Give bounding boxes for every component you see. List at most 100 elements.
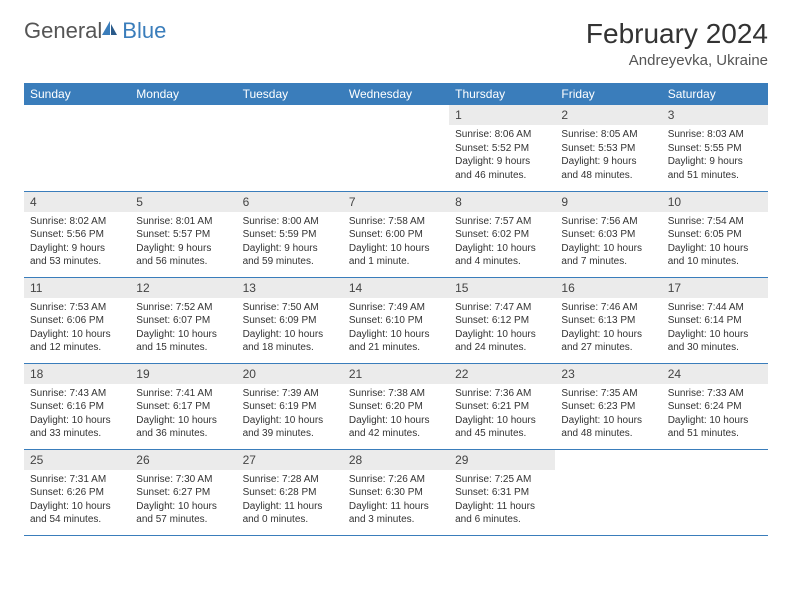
sunset-line: Sunset: 5:57 PM	[136, 228, 230, 242]
daylight-line: Daylight: 10 hours and 36 minutes.	[136, 414, 230, 441]
weekday-header: Saturday	[662, 83, 768, 105]
daylight-line: Daylight: 9 hours and 53 minutes.	[30, 242, 124, 269]
sunrise-line: Sunrise: 7:30 AM	[136, 473, 230, 487]
day-cell: 18Sunrise: 7:43 AMSunset: 6:16 PMDayligh…	[24, 363, 130, 449]
day-cell: 28Sunrise: 7:26 AMSunset: 6:30 PMDayligh…	[343, 449, 449, 535]
daylight-line: Daylight: 10 hours and 10 minutes.	[668, 242, 762, 269]
day-number: 1	[449, 105, 555, 125]
day-cell: 5Sunrise: 8:01 AMSunset: 5:57 PMDaylight…	[130, 191, 236, 277]
month-title: February 2024	[586, 18, 768, 50]
day-details: Sunrise: 8:02 AMSunset: 5:56 PMDaylight:…	[24, 212, 130, 275]
sunrise-line: Sunrise: 7:28 AM	[243, 473, 337, 487]
day-cell: 8Sunrise: 7:57 AMSunset: 6:02 PMDaylight…	[449, 191, 555, 277]
sunrise-line: Sunrise: 7:56 AM	[561, 215, 655, 229]
daylight-line: Daylight: 10 hours and 48 minutes.	[561, 414, 655, 441]
sunset-line: Sunset: 6:05 PM	[668, 228, 762, 242]
day-cell: 6Sunrise: 8:00 AMSunset: 5:59 PMDaylight…	[237, 191, 343, 277]
daylight-line: Daylight: 10 hours and 21 minutes.	[349, 328, 443, 355]
daylight-line: Daylight: 9 hours and 48 minutes.	[561, 155, 655, 182]
empty-cell	[237, 105, 343, 191]
sunrise-line: Sunrise: 7:44 AM	[668, 301, 762, 315]
sunset-line: Sunset: 5:53 PM	[561, 142, 655, 156]
daylight-line: Daylight: 11 hours and 0 minutes.	[243, 500, 337, 527]
brand-text-2: Blue	[122, 18, 166, 44]
day-cell: 27Sunrise: 7:28 AMSunset: 6:28 PMDayligh…	[237, 449, 343, 535]
empty-cell	[24, 105, 130, 191]
day-cell: 12Sunrise: 7:52 AMSunset: 6:07 PMDayligh…	[130, 277, 236, 363]
day-cell: 24Sunrise: 7:33 AMSunset: 6:24 PMDayligh…	[662, 363, 768, 449]
sunrise-line: Sunrise: 7:49 AM	[349, 301, 443, 315]
daylight-line: Daylight: 10 hours and 51 minutes.	[668, 414, 762, 441]
daylight-line: Daylight: 11 hours and 3 minutes.	[349, 500, 443, 527]
empty-cell	[662, 449, 768, 535]
day-number: 16	[555, 278, 661, 298]
day-cell: 1Sunrise: 8:06 AMSunset: 5:52 PMDaylight…	[449, 105, 555, 191]
day-number: 21	[343, 364, 449, 384]
day-number: 8	[449, 192, 555, 212]
sunset-line: Sunset: 6:20 PM	[349, 400, 443, 414]
weekday-header: Thursday	[449, 83, 555, 105]
day-details: Sunrise: 7:26 AMSunset: 6:30 PMDaylight:…	[343, 470, 449, 533]
sail-icon	[100, 19, 120, 37]
sunrise-line: Sunrise: 7:36 AM	[455, 387, 549, 401]
day-details: Sunrise: 8:03 AMSunset: 5:55 PMDaylight:…	[662, 125, 768, 188]
sunset-line: Sunset: 6:19 PM	[243, 400, 337, 414]
sunrise-line: Sunrise: 7:57 AM	[455, 215, 549, 229]
sunset-line: Sunset: 6:17 PM	[136, 400, 230, 414]
weekday-row: SundayMondayTuesdayWednesdayThursdayFrid…	[24, 83, 768, 105]
daylight-line: Daylight: 10 hours and 33 minutes.	[30, 414, 124, 441]
daylight-line: Daylight: 10 hours and 12 minutes.	[30, 328, 124, 355]
day-number: 2	[555, 105, 661, 125]
daylight-line: Daylight: 10 hours and 7 minutes.	[561, 242, 655, 269]
day-cell: 17Sunrise: 7:44 AMSunset: 6:14 PMDayligh…	[662, 277, 768, 363]
day-number: 27	[237, 450, 343, 470]
day-number: 28	[343, 450, 449, 470]
sunset-line: Sunset: 5:59 PM	[243, 228, 337, 242]
day-cell: 22Sunrise: 7:36 AMSunset: 6:21 PMDayligh…	[449, 363, 555, 449]
day-number: 3	[662, 105, 768, 125]
weekday-header: Monday	[130, 83, 236, 105]
day-details: Sunrise: 7:38 AMSunset: 6:20 PMDaylight:…	[343, 384, 449, 447]
daylight-line: Daylight: 10 hours and 24 minutes.	[455, 328, 549, 355]
sunset-line: Sunset: 6:06 PM	[30, 314, 124, 328]
daylight-line: Daylight: 9 hours and 51 minutes.	[668, 155, 762, 182]
day-details: Sunrise: 7:46 AMSunset: 6:13 PMDaylight:…	[555, 298, 661, 361]
sunrise-line: Sunrise: 7:43 AM	[30, 387, 124, 401]
title-block: February 2024 Andreyevka, Ukraine	[586, 18, 768, 69]
day-cell: 19Sunrise: 7:41 AMSunset: 6:17 PMDayligh…	[130, 363, 236, 449]
day-details: Sunrise: 7:28 AMSunset: 6:28 PMDaylight:…	[237, 470, 343, 533]
weekday-header: Friday	[555, 83, 661, 105]
day-cell: 23Sunrise: 7:35 AMSunset: 6:23 PMDayligh…	[555, 363, 661, 449]
day-details: Sunrise: 7:57 AMSunset: 6:02 PMDaylight:…	[449, 212, 555, 275]
daylight-line: Daylight: 10 hours and 18 minutes.	[243, 328, 337, 355]
sunset-line: Sunset: 6:23 PM	[561, 400, 655, 414]
day-cell: 29Sunrise: 7:25 AMSunset: 6:31 PMDayligh…	[449, 449, 555, 535]
daylight-line: Daylight: 10 hours and 42 minutes.	[349, 414, 443, 441]
day-details: Sunrise: 8:01 AMSunset: 5:57 PMDaylight:…	[130, 212, 236, 275]
sunrise-line: Sunrise: 8:00 AM	[243, 215, 337, 229]
day-number: 7	[343, 192, 449, 212]
day-cell: 4Sunrise: 8:02 AMSunset: 5:56 PMDaylight…	[24, 191, 130, 277]
day-cell: 25Sunrise: 7:31 AMSunset: 6:26 PMDayligh…	[24, 449, 130, 535]
calendar-row: 4Sunrise: 8:02 AMSunset: 5:56 PMDaylight…	[24, 191, 768, 277]
day-cell: 14Sunrise: 7:49 AMSunset: 6:10 PMDayligh…	[343, 277, 449, 363]
daylight-line: Daylight: 10 hours and 45 minutes.	[455, 414, 549, 441]
day-number: 26	[130, 450, 236, 470]
daylight-line: Daylight: 9 hours and 59 minutes.	[243, 242, 337, 269]
calendar-row: 18Sunrise: 7:43 AMSunset: 6:16 PMDayligh…	[24, 363, 768, 449]
sunrise-line: Sunrise: 7:25 AM	[455, 473, 549, 487]
sunset-line: Sunset: 6:13 PM	[561, 314, 655, 328]
day-cell: 11Sunrise: 7:53 AMSunset: 6:06 PMDayligh…	[24, 277, 130, 363]
daylight-line: Daylight: 10 hours and 4 minutes.	[455, 242, 549, 269]
day-details: Sunrise: 7:30 AMSunset: 6:27 PMDaylight:…	[130, 470, 236, 533]
sunrise-line: Sunrise: 7:58 AM	[349, 215, 443, 229]
calendar-row: 1Sunrise: 8:06 AMSunset: 5:52 PMDaylight…	[24, 105, 768, 191]
brand-logo: General Blue	[24, 18, 166, 44]
sunrise-line: Sunrise: 7:47 AM	[455, 301, 549, 315]
location: Andreyevka, Ukraine	[586, 52, 768, 69]
day-cell: 16Sunrise: 7:46 AMSunset: 6:13 PMDayligh…	[555, 277, 661, 363]
header: General Blue February 2024 Andreyevka, U…	[24, 18, 768, 69]
sunset-line: Sunset: 6:10 PM	[349, 314, 443, 328]
day-cell: 20Sunrise: 7:39 AMSunset: 6:19 PMDayligh…	[237, 363, 343, 449]
day-cell: 7Sunrise: 7:58 AMSunset: 6:00 PMDaylight…	[343, 191, 449, 277]
